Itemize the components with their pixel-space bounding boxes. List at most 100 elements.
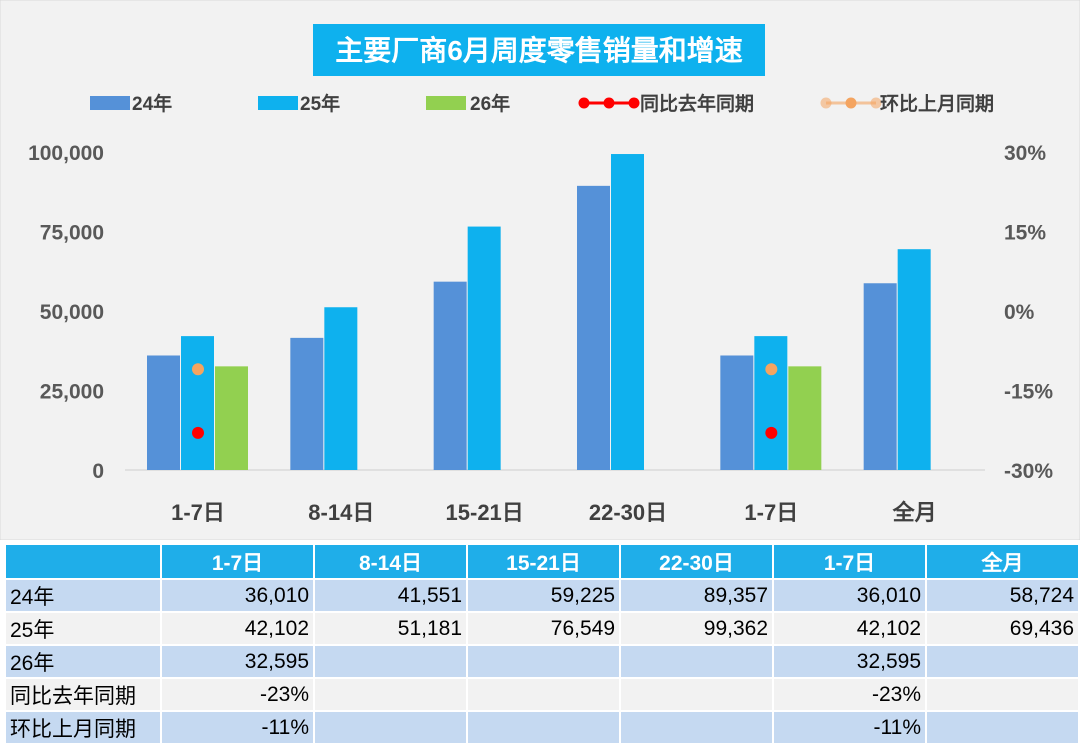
table-cell: 32,595 [160,644,315,679]
bar-1-3 [611,154,644,470]
table-row-label: 环比上月同期 [4,710,162,745]
legend-marker-4-1 [845,97,857,109]
marker-4-0 [192,363,204,376]
table-column-header: 全月 [925,543,1080,580]
legend-label-3: 同比去年同期 [640,92,754,115]
table-row: 26年 32,595 32,595 [4,644,1080,679]
table-cell [466,710,621,745]
marker-4-4 [765,363,778,376]
legend-marker-3-1 [603,97,615,109]
table-row: 同比去年同期 -23% -23% [4,677,1080,712]
table-cell: 41,551 [313,578,468,613]
table-column-header: 22-30日 [619,543,774,580]
legend-marker-3-2 [628,97,640,109]
legend-swatch-1 [258,96,298,110]
table-corner-cell [4,543,162,580]
table-cell [313,644,468,679]
table-cell: 58,724 [925,578,1080,613]
table-cell [619,710,774,745]
legend-marker-4-2 [870,97,882,109]
y-right-tick-label: 30% [1004,142,1046,165]
marker-3-0 [192,426,204,439]
x-tick-label: 全月 [892,500,937,525]
table-header-row: 1-7日 8-14日 15-21日 22-30日 1-7日 全月 [4,543,1080,580]
y-right-tick-label: -15% [1004,381,1053,404]
table-row: 24年 36,010 41,551 59,225 89,357 36,010 58,724 [4,578,1080,613]
table-cell [619,677,774,712]
bar-0-5 [863,283,897,470]
bar-2-0 [215,366,248,470]
table-row: 25年 42,102 51,181 76,549 99,362 42,102 69,436 [4,611,1080,646]
legend-marker-4-0 [820,97,832,109]
table-cell: 59,225 [466,578,621,613]
table-cell [925,677,1080,712]
legend-swatch-0 [90,96,130,110]
table-row-label: 同比去年同期 [4,677,162,712]
table-row-label: 24年 [4,578,162,613]
legend-label-4: 环比上月同期 [880,93,994,115]
table-cell: 36,010 [772,578,927,613]
y-left-tick-label: 25,000 [40,381,104,404]
table-cell: 42,102 [160,611,315,646]
bar-0-2 [433,281,467,470]
chart-title: 主要厂商6月周度零售销量和增速 [335,35,743,66]
bar-1-5 [897,249,931,470]
legend-swatch-2 [426,96,466,110]
chart-title-box [313,24,765,76]
x-tick-label: 1-7日 [171,500,225,525]
x-tick-label: 1-7日 [744,500,798,525]
table-cell: -11% [160,710,315,745]
table-cell [466,677,621,712]
table-cell [313,710,468,745]
table-cell: 69,436 [925,611,1080,646]
bar-1-0 [181,336,214,470]
table-cell [619,644,774,679]
table-cell: 36,010 [160,578,315,613]
legend-label-1: 25年 [300,92,340,115]
y-right-tick-label: 0% [1004,301,1035,324]
y-right-tick-label: 15% [1004,222,1046,245]
table-column-header: 1-7日 [772,543,927,580]
table-cell: 99,362 [619,611,774,646]
table-cell: -23% [160,677,315,712]
table-cell [466,644,621,679]
table-cell: -11% [772,710,927,745]
chart-area: 主要厂商6月周度零售销量和增速 24年 25年 26年 同比去年同期 环比上月同期 0 25,… [0,0,1080,540]
legend-label-2: 26年 [470,92,510,115]
table-cell: -23% [772,677,927,712]
y-left-tick-label: 100,000 [28,142,104,165]
x-tick-label: 22-30日 [589,500,667,525]
bar-chart: 主要厂商6月周度零售销量和增速 24年 25年 26年 同比去年同期 环比上月同期 0 25,… [0,0,1080,540]
table-cell: 32,595 [772,644,927,679]
data-table: 1-7日 8-14日 15-21日 22-30日 1-7日 全月 24年 36,010 41,5… [4,543,1080,745]
bar-0-0 [147,355,180,470]
table-cell: 76,549 [466,611,621,646]
bar-1-2 [467,226,501,470]
table-column-header: 8-14日 [313,543,468,580]
table-cell [925,710,1080,745]
bar-0-3 [577,185,610,471]
bar-0-1 [290,337,324,470]
table-cell: 51,181 [313,611,468,646]
table-column-header: 1-7日 [160,543,315,580]
bar-0-4 [720,355,754,470]
table-column-header: 15-21日 [466,543,621,580]
table-row: 环比上月同期 -11% -11% [4,710,1080,745]
bar-1-4 [754,336,788,470]
legend-label-0: 24年 [132,92,172,115]
x-tick-label: 15-21日 [446,500,524,525]
marker-3-4 [765,426,778,439]
table-cell: 89,357 [619,578,774,613]
table-cell [925,644,1080,679]
y-left-tick-label: 50,000 [40,301,104,324]
table-cell [313,677,468,712]
bar-1-1 [324,307,358,470]
y-left-tick-label: 75,000 [40,222,104,245]
table-row-label: 26年 [4,644,162,679]
bar-2-4 [788,366,822,470]
x-tick-label: 8-14日 [308,500,374,525]
y-left-tick-label: 0 [92,460,104,483]
table-row-label: 25年 [4,611,162,646]
legend-marker-3-0 [578,97,590,109]
y-right-tick-label: -30% [1004,460,1053,483]
